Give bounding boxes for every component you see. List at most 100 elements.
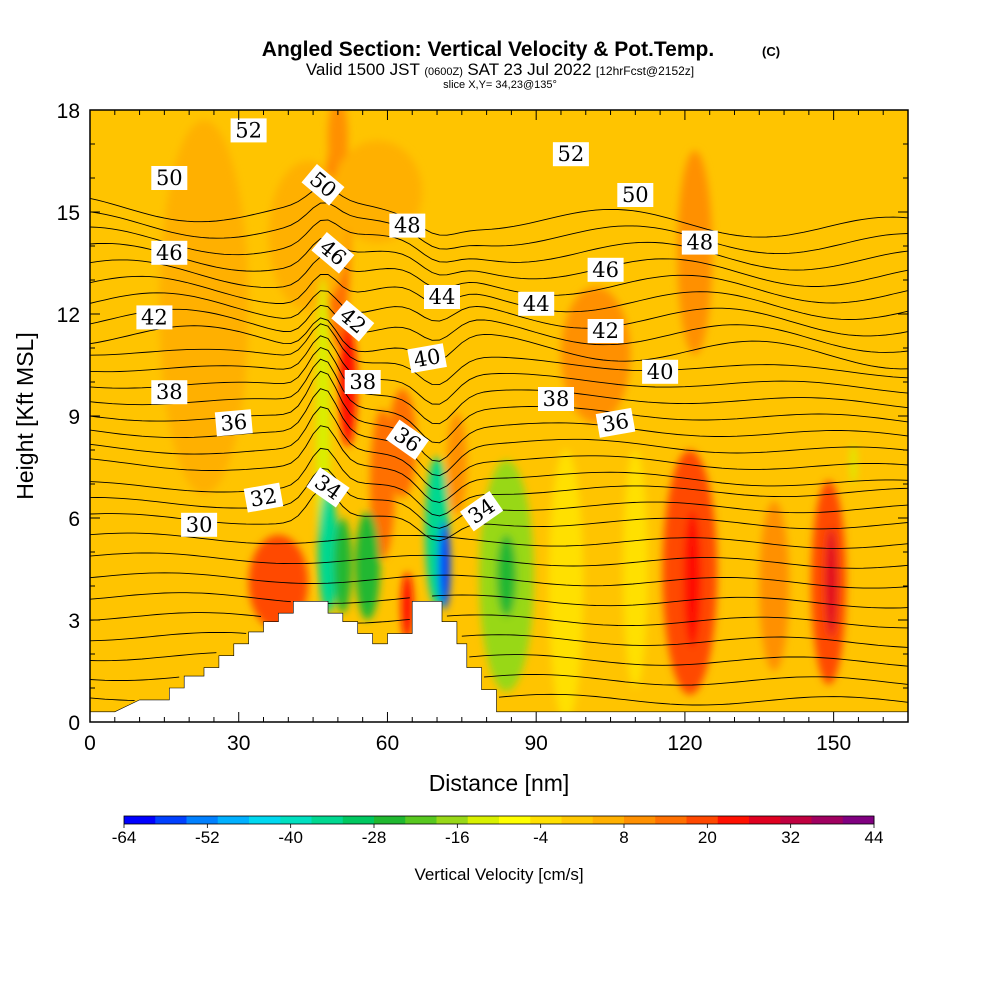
colorbar-swatch [249,816,281,824]
contour-label-text: 48 [686,231,713,255]
colorbar-swatch [717,816,750,824]
contour-label-box [459,491,504,532]
contour-label: 52 [230,118,267,143]
colorbar-swatch [374,816,406,824]
contour-label-box [681,230,718,255]
theta-contour [90,323,908,386]
contour-label: 40 [642,359,679,384]
colorbar-tick-label: -64 [112,828,137,847]
contour-label: 32 [243,482,284,513]
contour-label: 42 [136,305,173,330]
theta-contour [90,425,908,503]
colorbar-frame [123,815,875,825]
theta-contour [90,335,908,405]
x-tick-label: 0 [84,732,96,755]
contour-label-box [151,380,188,405]
contour-label: 52 [552,142,589,167]
contour-label: 40 [407,343,447,374]
contour-label-text: 50 [622,183,649,207]
valid-time: Valid 1500 JST [306,60,420,79]
contour-label-box [151,166,188,190]
y-axis-label: Height [Kft MSL] [12,332,38,499]
contour-label-box [385,419,429,460]
velocity-cell [401,572,414,641]
theta-contour [90,304,908,353]
contour-label-box [301,164,345,206]
y-tick-label: 18 [57,100,80,123]
theta-contour [90,273,908,320]
terrain [90,601,908,722]
contour-label-box [424,285,460,309]
y-tick-label: 6 [68,508,80,531]
valid-date: SAT 23 Jul 2022 [467,60,591,79]
contour-label-box [306,467,350,508]
contour-label-text: 40 [412,344,442,372]
contour-label-box [642,359,679,384]
contour-label-text: 44 [523,292,550,316]
velocity-cell [548,450,584,722]
contour-label-box [617,183,654,207]
colorbar-tick-label: -52 [195,828,220,847]
theta-contour [90,237,908,287]
slice-info: slice X,Y= 34,23@135° [443,79,557,91]
colorbar-swatch [155,816,187,824]
contour-label: 48 [681,230,718,255]
contour-label-text: 30 [186,513,213,537]
y-tick-label: 15 [57,202,80,225]
colorbar-swatch [655,816,687,824]
contour-label-box [344,370,381,394]
contour-label: 44 [518,291,555,316]
contour-label: 38 [151,380,188,405]
contour-label: 48 [389,213,426,238]
x-tick-label: 120 [667,732,702,755]
colorbar-swatch [624,816,656,824]
x-tick-label: 30 [227,732,250,755]
contour-label-text: 36 [600,409,630,437]
theta-contour [90,406,908,490]
contour-label-text: 52 [558,142,585,166]
contour-label-box [311,232,355,274]
chart-title: Angled Section: Vertical Velocity & Pot.… [262,38,714,61]
forecast-info: [12hrFcst@2152z] [596,64,694,78]
y-tick-label: 0 [68,712,80,735]
colorbar-tick-label: -40 [278,828,303,847]
colorbar-swatch [217,816,250,824]
theta-contour [90,652,908,667]
valid-time-line: Valid 1500 JST (0600Z) SAT 23 Jul 2022 [… [306,60,694,79]
contour-label: 36 [214,409,253,437]
theta-contour [90,532,908,549]
colorbar-swatch [124,816,156,824]
velocity-cell [333,518,352,614]
theta-contour [90,631,908,648]
colorbar-tick-label: 32 [781,828,800,847]
colorbar-tick-label: -16 [445,828,470,847]
theta-contour [90,290,908,337]
contour-label-box [214,409,253,437]
theta-contour [90,674,908,686]
velocity-cell [446,412,467,515]
contour-label-text: 50 [156,166,183,190]
colorbar: -64 -52 -40 -28 -16 -4 8 20 32 44 [112,815,883,847]
contour-label-text: 44 [429,285,456,309]
theta-contour [90,317,908,370]
x-axis-label: Distance [nm] [429,770,570,796]
colorbar-swatch [499,816,531,824]
contour-label: 38 [344,370,381,394]
contour-label-box [407,343,447,374]
contour-label-text: 38 [543,387,570,411]
contour-label: 50 [617,183,654,207]
contour-label-box [151,240,188,265]
contour-label-box [331,300,375,342]
contour-label-box [538,387,574,411]
y-tick-label: 9 [68,406,80,429]
colorbar-swatch [842,816,875,824]
colorbar-tick-label: -28 [362,828,387,847]
velocity-cell [438,521,451,610]
theta-contour [90,346,908,425]
contour-label: 36 [595,407,636,438]
valid-utc: (0600Z) [424,66,463,78]
colorbar-swatch [467,816,500,824]
contour-label: 30 [181,512,218,537]
x-tick-label: 60 [376,732,399,755]
